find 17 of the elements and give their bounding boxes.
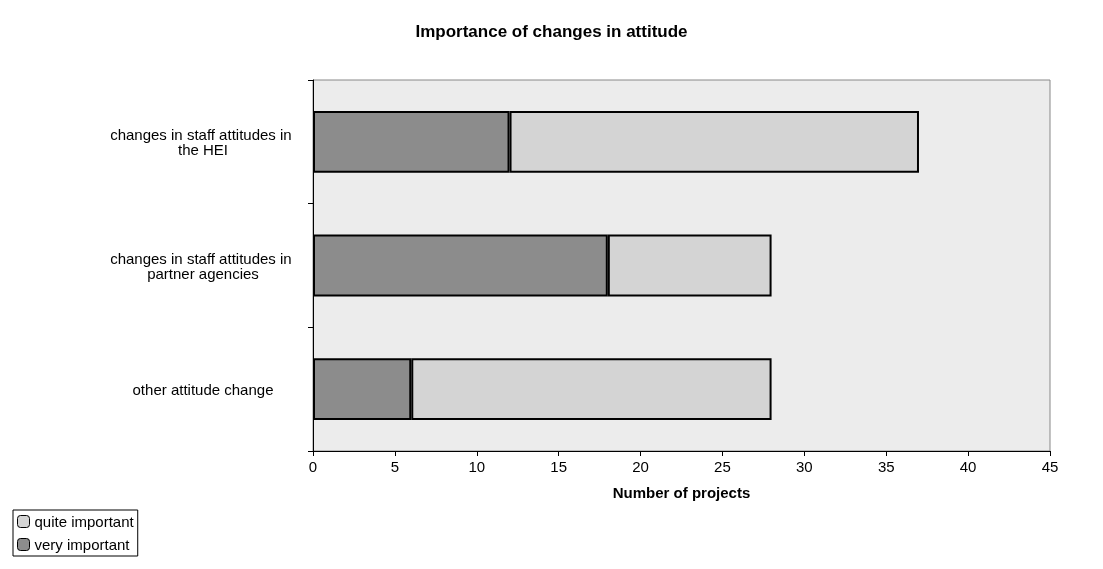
x-tick-label: 40 bbox=[959, 458, 977, 475]
x-tick-label: 20 bbox=[632, 458, 649, 475]
y-tick-label: changes in staff attitudes in partner agencies bbox=[110, 249, 296, 282]
x-tick-label: 15 bbox=[550, 458, 568, 475]
x-tick-label: 25 bbox=[714, 458, 731, 475]
x-tick-label: 0 bbox=[308, 458, 318, 475]
x-tick-label: 45 bbox=[1041, 458, 1059, 475]
chart-title: Importance of changes in attitude bbox=[415, 22, 688, 41]
y-tick-label: other attitude change bbox=[132, 380, 274, 398]
x-tick-label: 35 bbox=[877, 458, 895, 475]
x-tick-label: 5 bbox=[390, 458, 400, 475]
y-tick-label: changes in staff attitudes in the HEI bbox=[110, 125, 296, 158]
x-tick-label: 10 bbox=[468, 458, 486, 475]
legend-label: very important bbox=[34, 536, 131, 553]
x-tick-label: 30 bbox=[795, 458, 813, 475]
x-axis-title: Number of projects bbox=[612, 484, 751, 501]
legend-label: quite important bbox=[34, 513, 135, 530]
